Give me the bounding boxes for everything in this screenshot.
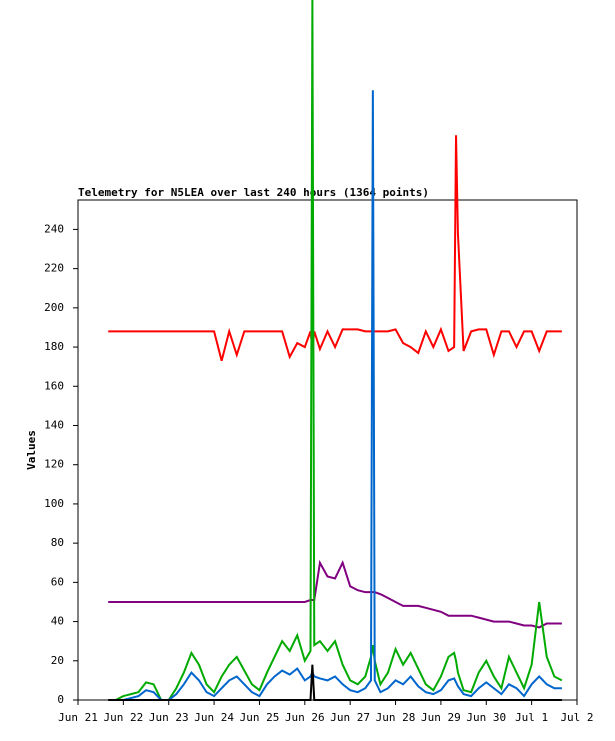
x-tick-label: Jun 29 <box>421 711 461 724</box>
plot-frame <box>77 199 578 701</box>
x-tick-label: Jun 22 <box>103 711 143 724</box>
series-line <box>108 664 562 701</box>
y-tick-label: 100 <box>44 497 64 510</box>
series-line <box>108 0 563 701</box>
y-tick-label: 220 <box>44 262 64 275</box>
x-tick-label: Jul 1 <box>515 711 548 724</box>
series-line <box>108 135 562 362</box>
series-line <box>108 559 562 629</box>
y-tick-label: 180 <box>44 340 64 353</box>
y-tick-label: 20 <box>51 654 64 667</box>
y-tick-label: 140 <box>44 418 64 431</box>
x-tick-label: Jun 25 <box>240 711 280 724</box>
x-tick-label: Jun 26 <box>285 711 325 724</box>
y-tick-label: 80 <box>51 536 64 549</box>
y-axis-title: Values <box>25 430 38 470</box>
x-tick-label: Jun 30 <box>466 711 506 724</box>
x-tick-label: Jun 21 <box>58 711 98 724</box>
x-tick-label: Jul 2 <box>560 711 593 724</box>
y-tick-label: 120 <box>44 458 64 471</box>
y-tick-label: 200 <box>44 301 64 314</box>
x-tick-label: Jun 27 <box>330 711 370 724</box>
y-tick-label: 40 <box>51 615 64 628</box>
x-tick-label: Jun 28 <box>376 711 416 724</box>
y-tick-label: 60 <box>51 575 64 588</box>
chart-title: Telemetry for N5LEA over last 240 hours … <box>78 186 429 199</box>
y-tick-label: 160 <box>44 379 64 392</box>
x-tick-label: Jun 24 <box>194 711 234 724</box>
y-tick-label: 0 <box>57 693 64 706</box>
y-tick-label: 240 <box>44 222 64 235</box>
x-tick-label: Jun 23 <box>149 711 189 724</box>
series-line <box>108 90 562 701</box>
